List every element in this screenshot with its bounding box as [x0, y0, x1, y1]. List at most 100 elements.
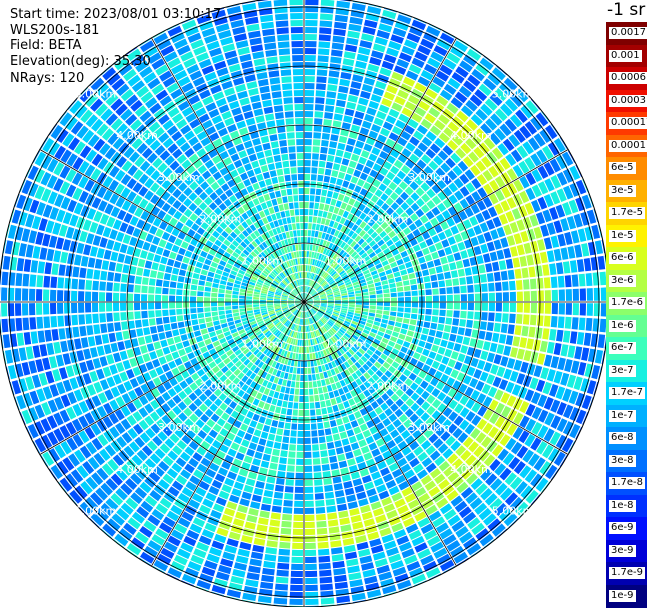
range-gate-cell	[194, 267, 201, 273]
range-gate-cell	[346, 559, 359, 567]
range-gate-cell	[282, 379, 287, 386]
range-gate-cell	[158, 332, 165, 340]
range-gate-cell	[64, 278, 71, 289]
range-gate-cell	[264, 194, 271, 201]
range-gate-cell	[156, 279, 163, 286]
range-gate-cell	[2, 319, 9, 333]
range-gate-cell	[524, 303, 530, 313]
range-gate-cell	[269, 192, 275, 199]
range-gate-cell	[315, 500, 324, 507]
range-gate-cell	[318, 430, 325, 437]
range-gate-cell	[121, 321, 128, 330]
range-gate-cell	[57, 277, 64, 288]
range-gate-cell	[289, 395, 294, 402]
range-gate-cell	[305, 160, 311, 166]
range-gate-cell	[258, 596, 272, 604]
range-gate-cell	[405, 308, 411, 313]
range-gate-cell	[336, 447, 344, 454]
range-gate-cell	[22, 303, 28, 315]
range-gate-cell	[156, 349, 164, 357]
range-gate-cell	[290, 437, 297, 444]
range-gate-cell	[547, 342, 555, 354]
range-gate-cell	[258, 517, 269, 525]
range-gate-cell	[40, 247, 48, 260]
range-gate-cell	[268, 163, 275, 170]
range-gate-cell	[45, 262, 53, 274]
range-gate-cell	[305, 508, 314, 514]
range-gate-cell	[269, 390, 275, 397]
range-gate-cell	[330, 57, 341, 64]
range-gate-cell	[345, 145, 353, 153]
range-gate-cell	[273, 499, 283, 506]
range-gate-cell	[325, 428, 332, 435]
range-gate-cell	[311, 230, 315, 236]
range-gate-cell	[284, 225, 289, 232]
range-gate-cell	[206, 322, 213, 328]
range-gate-cell	[431, 252, 439, 260]
range-gate-cell	[345, 552, 357, 560]
range-gate-cell	[316, 224, 320, 231]
range-gate-cell	[322, 211, 327, 218]
range-gate-cell	[256, 174, 264, 182]
range-gate-cell	[329, 392, 335, 399]
range-gate-cell	[162, 303, 168, 309]
range-gate-cell	[155, 287, 162, 294]
range-gate-cell	[293, 76, 303, 82]
range-gate-cell	[294, 360, 298, 366]
range-gate-cell	[404, 313, 411, 318]
range-gate-cell	[321, 598, 335, 605]
range-gate-cell	[315, 402, 320, 409]
range-gate-cell	[565, 317, 572, 329]
range-gate-cell	[499, 334, 507, 344]
range-gate-cell	[425, 254, 433, 262]
range-gate-cell	[120, 351, 128, 361]
range-gate-cell	[305, 480, 313, 486]
range-gate-cell	[280, 535, 291, 542]
range-gate-cell	[162, 295, 168, 301]
range-gate-cell	[515, 325, 522, 335]
range-gate-cell	[296, 132, 304, 138]
range-gate-cell	[304, 375, 308, 381]
range-gate-cell	[302, 347, 304, 353]
range-gate-cell	[29, 274, 36, 286]
range-gate-cell	[342, 122, 351, 130]
range-gate-cell	[301, 354, 304, 360]
range-gate-cell	[482, 303, 488, 311]
range-gate-cell	[274, 206, 280, 213]
range-gate-cell	[508, 324, 515, 334]
range-gate-cell	[299, 195, 304, 201]
range-gate-cell	[309, 216, 313, 222]
range-gate-cell	[429, 329, 436, 336]
range-gate-cell	[205, 317, 212, 322]
range-gate-cell	[342, 416, 349, 424]
range-gate-cell	[339, 517, 350, 525]
range-gate-cell	[220, 319, 227, 324]
range-gate-cell	[293, 410, 298, 416]
range-gate-cell	[246, 185, 254, 193]
range-gate-cell	[199, 275, 206, 281]
range-gate-cell	[232, 302, 238, 305]
range-gate-cell	[60, 341, 68, 353]
range-gate-cell	[292, 48, 303, 54]
range-gate-cell	[402, 323, 409, 329]
range-gate-cell	[56, 355, 64, 367]
range-gate-cell	[42, 358, 51, 371]
range-gate-cell	[329, 70, 340, 77]
range-gate-cell	[181, 263, 188, 270]
range-gate-cell	[236, 475, 246, 483]
range-gate-cell	[317, 69, 328, 76]
range-gate-cell	[279, 393, 285, 400]
range-gate-cell	[313, 381, 317, 387]
range-gate-cell	[74, 338, 82, 349]
range-gate-cell	[320, 450, 328, 457]
range-gate-cell	[530, 315, 537, 326]
range-gate-cell	[244, 485, 254, 493]
range-gate-cell	[423, 322, 430, 329]
range-gate-cell	[141, 286, 148, 294]
range-gate-cell	[538, 303, 544, 314]
range-gate-cell	[446, 310, 453, 317]
range-gate-cell	[285, 175, 291, 182]
range-gate-cell	[310, 188, 315, 194]
range-gate-cell	[193, 273, 200, 279]
range-gate-cell	[320, 373, 325, 380]
